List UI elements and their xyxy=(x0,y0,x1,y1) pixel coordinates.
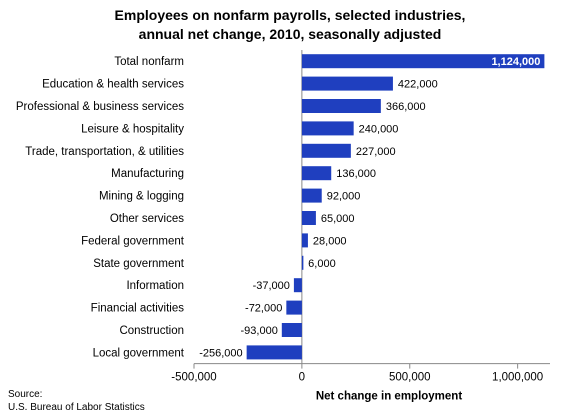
category-label: Federal government xyxy=(81,235,185,247)
bar xyxy=(246,345,302,360)
category-label: Total nonfarm xyxy=(114,56,184,68)
data-label: 28,000 xyxy=(313,235,347,247)
bar xyxy=(301,99,381,113)
x-tick-label: 0 xyxy=(299,372,305,384)
chart-title-line-1: Employees on nonfarm payrolls, selected … xyxy=(114,7,466,23)
bar xyxy=(301,166,332,181)
bar xyxy=(301,255,304,270)
category-label: Other services xyxy=(110,213,184,225)
bar xyxy=(301,54,545,69)
data-label: 6,000 xyxy=(308,258,336,270)
data-label: -93,000 xyxy=(241,325,278,337)
x-tick-label: -500,000 xyxy=(171,372,216,384)
bar xyxy=(286,300,302,315)
data-label: 136,000 xyxy=(336,168,376,180)
source-line-2: U.S. Bureau of Labor Statistics xyxy=(8,402,145,413)
data-label: 92,000 xyxy=(327,191,361,203)
category-label: Leisure & hospitality xyxy=(81,123,184,135)
category-label: Trade, transportation, & utilities xyxy=(25,146,184,158)
data-label: -256,000 xyxy=(199,347,242,359)
category-label: Mining & logging xyxy=(99,191,184,203)
data-label: -72,000 xyxy=(245,303,282,315)
data-label: 65,000 xyxy=(321,213,355,225)
bar xyxy=(301,233,308,248)
data-label: 366,000 xyxy=(386,101,426,113)
category-label: Education & health services xyxy=(42,79,184,91)
data-label: 422,000 xyxy=(398,79,438,91)
category-label: Professional & business services xyxy=(16,101,184,113)
data-label: 1,124,000 xyxy=(491,56,540,68)
bar xyxy=(301,143,351,158)
category-label: Local government xyxy=(93,347,185,359)
x-tick-label: 500,000 xyxy=(389,372,431,384)
bar xyxy=(293,278,302,293)
category-label: Manufacturing xyxy=(111,168,184,180)
data-label: 240,000 xyxy=(359,123,399,135)
data-label: 227,000 xyxy=(356,146,396,158)
bar xyxy=(301,211,316,225)
bar xyxy=(301,76,393,91)
bar xyxy=(301,188,322,203)
data-label: -37,000 xyxy=(253,280,290,292)
category-label: Information xyxy=(126,280,184,292)
source-line-1: Source: xyxy=(8,389,43,400)
category-label: Construction xyxy=(119,325,184,337)
bar xyxy=(301,121,354,136)
x-axis-label: Net change in employment xyxy=(316,391,463,403)
category-label: State government xyxy=(93,258,185,270)
chart-title-line-2: annual net change, 2010, seasonally adju… xyxy=(138,26,442,42)
bar xyxy=(281,323,302,337)
category-label: Financial activities xyxy=(91,303,185,315)
x-tick-label: 1,000,000 xyxy=(492,372,543,384)
